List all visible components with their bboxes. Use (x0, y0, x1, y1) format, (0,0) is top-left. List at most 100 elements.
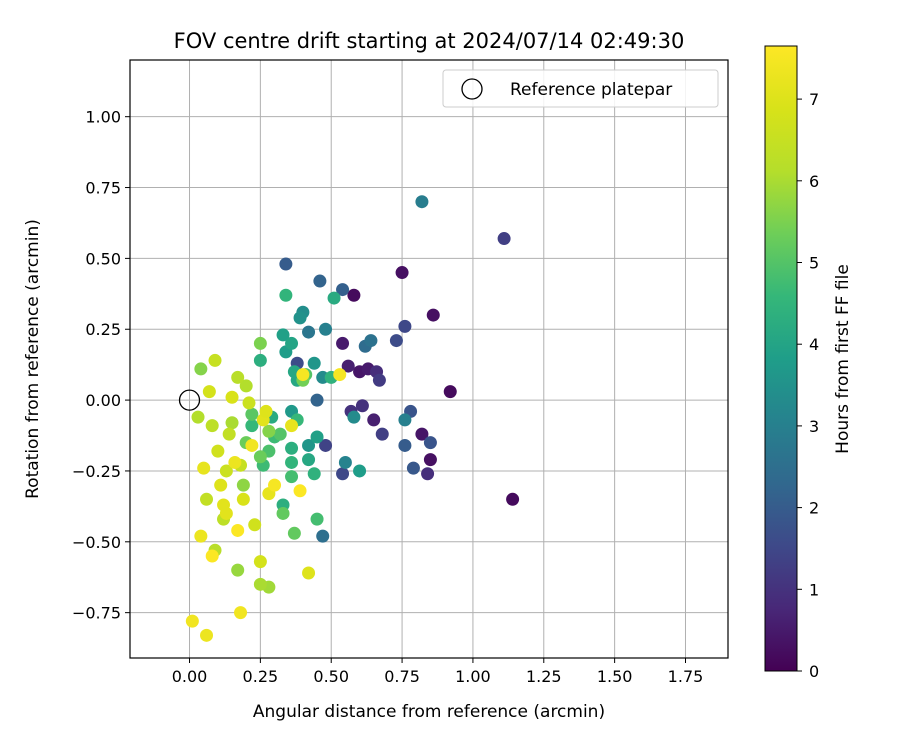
scatter-point (398, 438, 412, 452)
scatter-point (285, 455, 299, 469)
scatter-point (245, 438, 259, 452)
scatter-point (225, 416, 239, 430)
colorbar-tick-label: 7 (809, 90, 819, 109)
scatter-point (327, 291, 341, 305)
y-tick-label: 0.25 (85, 320, 121, 339)
scatter-point (262, 424, 276, 438)
scatter-point (242, 396, 256, 410)
reference-marker (178, 389, 201, 411)
y-tick-label: 1.00 (85, 108, 121, 127)
x-tick-label: 1.75 (668, 667, 704, 686)
scatter-point (302, 325, 316, 339)
scatter-point (253, 450, 267, 464)
scatter-point (219, 464, 233, 478)
scatter-point (364, 334, 378, 348)
scatter-point (353, 464, 367, 478)
y-tick-label: −0.50 (72, 533, 121, 552)
x-axis-label: Angular distance from reference (arcmin) (253, 702, 605, 722)
colorbar-tick-label: 0 (809, 662, 819, 681)
legend-label: Reference platepar (510, 80, 672, 100)
x-tick-label: 1.50 (597, 667, 633, 686)
scatter-point (367, 413, 381, 427)
scatter-point (406, 461, 420, 475)
x-tick-label: 1.25 (526, 667, 562, 686)
scatter-point (310, 393, 324, 407)
colorbar-tick-label: 1 (809, 580, 819, 599)
colorbar-tick-label: 6 (809, 172, 819, 191)
y-tick-label: 0.00 (85, 391, 121, 410)
chart-title: FOV centre drift starting at 2024/07/14 … (174, 29, 685, 53)
x-tick-label: 1.00 (455, 667, 491, 686)
scatter-point (398, 413, 412, 427)
scatter-point (307, 356, 321, 370)
scatter-point (185, 614, 199, 628)
scatter-point (336, 467, 350, 481)
scatter-point (319, 438, 333, 452)
scatter-point (276, 506, 290, 520)
scatter-point (347, 410, 361, 424)
scatter-point (375, 427, 389, 441)
scatter-point (296, 368, 310, 382)
scatter-point (214, 478, 228, 492)
scatter-point (389, 334, 403, 348)
scatter-point (285, 441, 299, 455)
x-tick-label: 0.75 (384, 667, 420, 686)
scatter-point (253, 577, 267, 591)
scatter-point (285, 419, 299, 433)
colorbar-ticks: 0 1 2 3 4 5 6 7 (797, 90, 819, 681)
colorbar-gradient (764, 45, 798, 672)
scatter-point (310, 512, 324, 526)
scatter-point (208, 353, 222, 367)
scatter-point (200, 492, 214, 506)
y-tick-label: 0.50 (85, 249, 121, 268)
scatter-point (347, 288, 361, 302)
scatter-point (276, 328, 290, 342)
scatter-point (253, 555, 267, 569)
scatter-point (236, 478, 250, 492)
scatter-point (200, 628, 214, 642)
scatter-point (293, 311, 307, 325)
scatter-point (302, 438, 316, 452)
scatter-point (245, 419, 259, 433)
scatter-point (336, 336, 350, 350)
scatter-point (421, 467, 435, 481)
legend-marker-icon (461, 78, 483, 100)
scatter-point (285, 336, 299, 350)
scatter-point (336, 283, 350, 297)
scatter-point (225, 390, 239, 404)
scatter-point (205, 549, 219, 563)
scatter-point (302, 453, 316, 467)
scatter-point (259, 404, 273, 418)
colorbar-tick-label: 4 (809, 335, 819, 354)
scatter-point (443, 385, 457, 399)
scatter-point (302, 566, 316, 580)
scatter-point (316, 529, 330, 543)
scatter-point (426, 308, 440, 322)
scatter-point (415, 195, 429, 209)
scatter-point (497, 232, 511, 246)
scatter-point (202, 385, 216, 399)
x-tick-label: 0.50 (313, 667, 349, 686)
legend-box (442, 69, 719, 108)
scatter-point (236, 492, 250, 506)
scatter-point (287, 526, 301, 540)
colorbar-label: Hours from first FF file (833, 264, 853, 454)
scatter-point (279, 288, 293, 302)
colorbar-tick-label: 5 (809, 254, 819, 273)
plot-frame (129, 59, 729, 659)
colorbar-tick-label: 2 (809, 499, 819, 518)
scatter-point (231, 563, 245, 577)
scatter-point (338, 455, 352, 469)
scatter-point (273, 427, 287, 441)
scatter-point (253, 353, 267, 367)
y-tick-label: 0.75 (85, 179, 121, 198)
y-tick-label: −0.75 (72, 604, 121, 623)
x-tick-label: 0.25 (243, 667, 279, 686)
scatter-point (194, 529, 208, 543)
scatter-point (253, 336, 267, 350)
scatter-point (355, 399, 369, 413)
y-axis-ticks: −0.75 −0.50 −0.25 0.00 0.25 0.50 0.75 1.00 (72, 108, 130, 623)
scatter-point (279, 257, 293, 271)
scatter-point (341, 359, 355, 373)
